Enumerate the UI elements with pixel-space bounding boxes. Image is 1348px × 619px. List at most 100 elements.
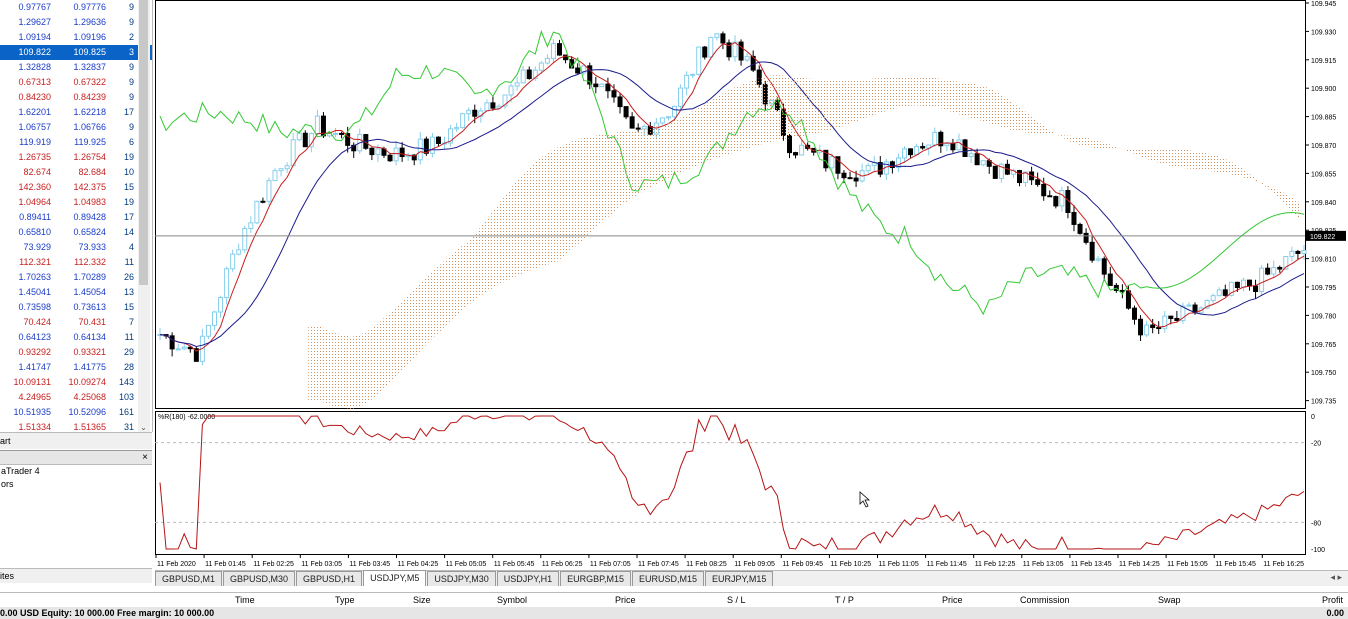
market-watch-row[interactable]: 1.09194 1.09196 2 xyxy=(0,30,152,45)
candle-body xyxy=(290,139,296,167)
market-watch-row[interactable]: 1.62201 1.62218 17 xyxy=(0,105,152,120)
candle-body xyxy=(684,74,690,89)
chart-tab[interactable]: GBPUSD,M30 xyxy=(223,571,296,586)
market-watch-row[interactable]: 1.06757 1.06766 9 xyxy=(0,120,152,135)
candle-body xyxy=(387,154,393,162)
candle-body xyxy=(593,83,599,88)
scrollbar-thumb[interactable] xyxy=(139,0,148,285)
bid-price: 112.321 xyxy=(19,257,51,267)
market-watch-row[interactable]: 0.64123 0.64134 11 xyxy=(0,330,152,345)
market-watch-row[interactable]: 1.45041 1.45054 13 xyxy=(0,285,152,300)
chart-tab[interactable]: GBPUSD,H1 xyxy=(296,571,363,586)
market-watch-row[interactable]: 0.73598 0.73613 15 xyxy=(0,300,152,315)
indicator-axis-label: 0 xyxy=(1311,414,1315,421)
market-watch-row[interactable]: 1.04964 1.04983 19 xyxy=(0,195,152,210)
candle-body xyxy=(532,69,538,80)
market-watch-row[interactable]: 112.321 112.332 11 xyxy=(0,255,152,270)
navigator-item-root[interactable]: aTrader 4 xyxy=(1,466,40,476)
candle-body xyxy=(242,227,248,251)
market-watch-row[interactable]: 1.70263 1.70289 26 xyxy=(0,270,152,285)
chart-tab[interactable]: USDJPY,M30 xyxy=(427,571,496,586)
column-header[interactable]: Price xyxy=(615,595,636,605)
market-watch-row[interactable]: 119.919 119.925 6 xyxy=(0,135,152,150)
market-watch-row[interactable]: 70.424 70.431 7 xyxy=(0,315,152,330)
price-chart[interactable]: 109.945 109.930 109.915 109.900 109.885 109.8… xyxy=(155,0,1348,570)
market-watch-row[interactable]: 0.67313 0.67322 9 xyxy=(0,75,152,90)
time-label: 11 Feb 13:05 xyxy=(1023,561,1064,568)
market-watch-row[interactable]: 1.51334 1.51365 31 xyxy=(0,420,152,432)
candle-body xyxy=(938,131,944,147)
bid-price: 119.919 xyxy=(19,137,51,147)
chart-tab[interactable]: USDJPY,H1 xyxy=(496,571,560,586)
candle-body xyxy=(835,156,841,174)
market-watch-row[interactable]: 73.929 73.933 4 xyxy=(0,240,152,255)
column-header[interactable]: Profit xyxy=(1322,595,1344,605)
market-watch-row[interactable]: 10.09131 10.09274 143 xyxy=(0,375,152,390)
spread: 9 xyxy=(128,92,134,102)
market-watch-row[interactable]: 1.26735 1.26754 19 xyxy=(0,150,152,165)
candle-body xyxy=(1222,289,1228,296)
close-icon[interactable]: × xyxy=(142,452,148,463)
price-label: 109.855 xyxy=(1311,171,1336,178)
candle-body xyxy=(841,172,847,179)
candle-body xyxy=(1150,324,1156,329)
market-watch-row[interactable]: 0.84230 0.84239 9 xyxy=(0,90,152,105)
market-watch-row[interactable]: 109.822 109.825 3 xyxy=(0,45,152,60)
candle-body xyxy=(980,160,986,166)
market-watch-row[interactable]: 82.674 82.684 10 xyxy=(0,165,152,180)
time-label: 11 Feb 15:05 xyxy=(1167,561,1208,568)
candle-body xyxy=(968,153,974,158)
market-watch-row[interactable]: 0.89411 0.89428 17 xyxy=(0,210,152,225)
market-watch-row[interactable]: 0.65810 0.65824 14 xyxy=(0,225,152,240)
navigator-tab[interactable]: ites xyxy=(0,568,152,583)
market-watch-row[interactable]: 4.24965 4.25068 103 xyxy=(0,390,152,405)
candle-body xyxy=(932,131,938,146)
market-watch-row[interactable]: 10.51935 10.52096 161 xyxy=(0,405,152,420)
column-header[interactable]: Swap xyxy=(1158,595,1181,605)
tab-scroll-icon[interactable]: ◂ ▸ xyxy=(1330,572,1342,582)
candle-body xyxy=(248,222,254,229)
column-header[interactable]: S / L xyxy=(727,595,746,605)
market-watch-tab-label[interactable]: art xyxy=(0,436,11,446)
candle-body xyxy=(793,152,799,156)
market-watch-row[interactable]: 0.97767 0.97776 9 xyxy=(0,0,152,15)
ask-price: 1.26754 xyxy=(73,152,106,162)
chart-tab[interactable]: EURJPY,M15 xyxy=(705,571,774,586)
market-watch-row[interactable]: 1.29627 1.29636 9 xyxy=(0,15,152,30)
price-label: 109.795 xyxy=(1311,285,1336,292)
navigator-item-indicators[interactable]: ors xyxy=(1,479,14,489)
ask-price: 0.97776 xyxy=(73,2,106,12)
candle-body xyxy=(538,62,544,71)
market-watch-row[interactable]: 142.360 142.375 15 xyxy=(0,180,152,195)
market-watch-tab[interactable]: art xyxy=(0,432,152,449)
time-label: 11 Feb 09:05 xyxy=(734,561,775,568)
column-header[interactable]: Size xyxy=(413,595,431,605)
ask-price: 82.684 xyxy=(78,167,106,177)
time-label: 11 Feb 03:05 xyxy=(301,561,342,568)
chart-tab[interactable]: GBPUSD,M1 xyxy=(155,571,223,586)
market-watch-row[interactable]: 0.93292 0.93321 29 xyxy=(0,345,152,360)
candle-body xyxy=(672,105,677,118)
chart-tab[interactable]: EURUSD,M15 xyxy=(632,571,705,586)
column-header[interactable]: Time xyxy=(235,595,255,605)
market-watch-row[interactable]: 1.32828 1.32837 9 xyxy=(0,60,152,75)
column-header[interactable]: Commission xyxy=(1020,595,1070,605)
column-header[interactable]: Price xyxy=(942,595,963,605)
current-price-label: 109.822 xyxy=(1310,234,1335,241)
navigator-tab-label[interactable]: ites xyxy=(0,571,15,581)
column-header[interactable]: Type xyxy=(335,595,355,605)
spread: 143 xyxy=(118,377,134,387)
ask-price: 0.65824 xyxy=(73,227,106,237)
spread: 103 xyxy=(118,392,134,402)
tenkan-line xyxy=(159,42,1305,352)
scroll-down-icon[interactable]: ⌄ xyxy=(140,423,147,432)
time-label: 11 Feb 05:05 xyxy=(446,561,487,568)
market-watch-row[interactable]: 1.41747 1.41775 28 xyxy=(0,360,152,375)
market-watch-scrollbar[interactable]: ⌄ xyxy=(138,0,150,432)
candle-body xyxy=(1132,307,1137,320)
column-header[interactable]: T / P xyxy=(835,595,854,605)
column-header[interactable]: Symbol xyxy=(497,595,528,605)
spread: 14 xyxy=(123,227,134,237)
chart-tab[interactable]: USDJPY,M5 xyxy=(363,570,427,586)
chart-tab[interactable]: EURGBP,M15 xyxy=(560,571,631,586)
